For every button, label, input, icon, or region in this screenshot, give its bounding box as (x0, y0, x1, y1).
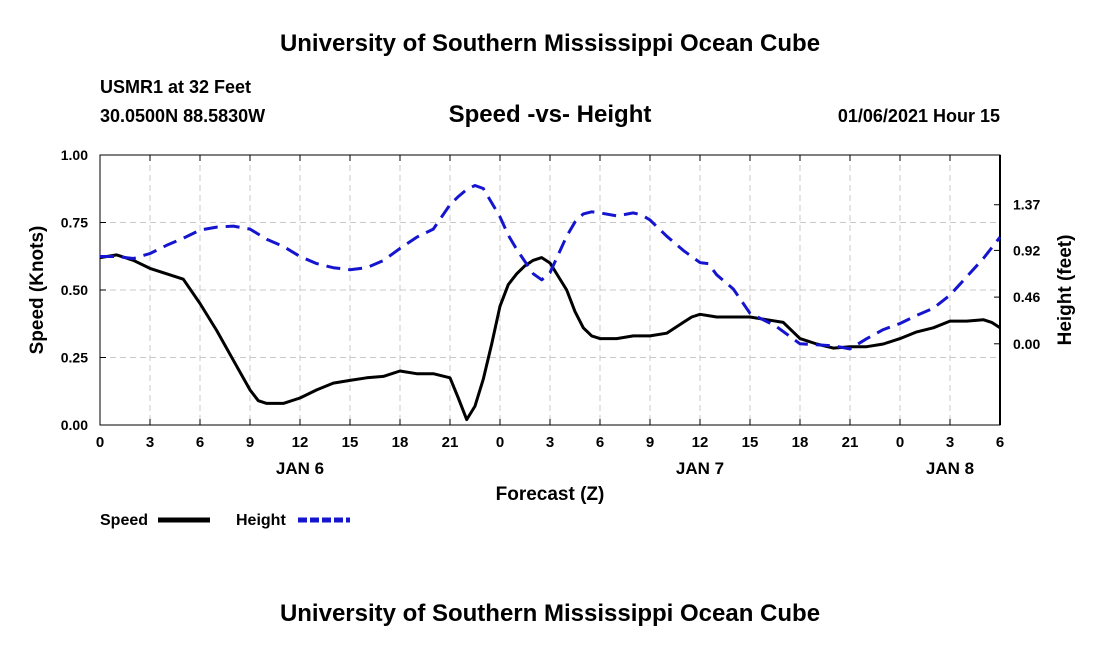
y2-tick-label: 0.92 (1013, 242, 1040, 258)
x-date-label: JAN 8 (926, 459, 974, 478)
x-tick-label: 3 (946, 434, 954, 451)
x-axis-label: Forecast (Z) (496, 484, 605, 505)
x-tick-label: 6 (996, 434, 1004, 451)
series-line-speed (99, 253, 1001, 422)
x-tick-label: 9 (246, 434, 254, 451)
x-tick-label: 18 (392, 434, 409, 451)
legend-label: Height (236, 512, 286, 529)
x-tick-label: 6 (196, 434, 204, 451)
x-tick-label: 21 (442, 434, 459, 451)
x-tick-label: 12 (292, 434, 309, 451)
x-tick-label: 3 (146, 434, 154, 451)
x-tick-label: 0 (96, 434, 104, 451)
x-tick-label: 0 (896, 434, 904, 451)
y-tick-label: 0.75 (61, 215, 88, 231)
x-tick-label: 0 (496, 434, 504, 451)
chart-subtitle: Speed -vs- Height (448, 101, 652, 128)
x-date-label: JAN 6 (276, 459, 324, 478)
x-tick-label: 9 (646, 434, 654, 451)
y-tick-label: 0.00 (61, 417, 88, 433)
x-tick-label: 12 (692, 434, 709, 451)
y2-tick-label: 1.37 (1013, 197, 1040, 213)
x-date-label: JAN 7 (676, 459, 724, 478)
x-tick-label: 15 (342, 434, 359, 451)
y2-tick-label: 0.00 (1013, 336, 1040, 352)
x-tick-label: 15 (742, 434, 759, 451)
footer-title: University of Southern Mississippi Ocean… (279, 600, 821, 627)
station-label: USMR1 at 32 Feet (100, 77, 252, 97)
legend-label: Speed (100, 512, 148, 529)
y-tick-label: 0.25 (61, 350, 88, 366)
coordinates-label: 30.0500N 88.5830W (100, 106, 266, 126)
x-tick-label: 21 (842, 434, 859, 451)
x-tick-label: 6 (596, 434, 604, 451)
x-tick-label: 3 (546, 434, 554, 451)
x-tick-label: 18 (792, 434, 809, 451)
y-axis-label: Speed (Knots) (27, 226, 48, 355)
y2-tick-label: 0.46 (1013, 289, 1040, 305)
y2-axis-label: Height (feet) (1055, 235, 1076, 346)
forecast-datetime: 01/06/2021 Hour 15 (837, 106, 1000, 126)
y-tick-label: 1.00 (61, 147, 88, 163)
series-line-height (100, 184, 1002, 351)
page-title: University of Southern Mississippi Ocean… (279, 30, 821, 57)
y-tick-label: 0.50 (61, 282, 88, 298)
